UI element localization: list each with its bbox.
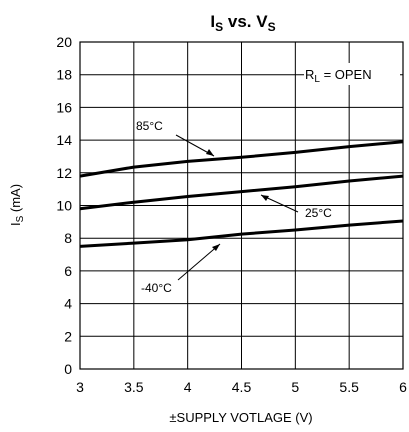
y-tick-label: 10 — [56, 198, 72, 214]
x-axis-label: ±SUPPLY VOTLAGE (V) — [169, 410, 312, 425]
y-tick-label: 18 — [56, 67, 72, 83]
series-line-85c — [79, 140, 404, 178]
x-tick-label: 6 — [399, 379, 407, 395]
y-tick-label: 2 — [64, 328, 72, 344]
series-label-m40c: -40°C — [141, 281, 172, 295]
y-tick-label: 0 — [64, 361, 72, 377]
chart-title: IS vs. VS — [210, 12, 275, 34]
series-label-25c: 25°C — [305, 206, 332, 220]
y-tick-label: 14 — [56, 132, 72, 148]
y-tick-label: 20 — [56, 34, 72, 50]
x-tick-label: 3 — [76, 379, 84, 395]
y-tick-label: 12 — [56, 165, 72, 181]
x-tick-label: 3.5 — [124, 379, 144, 395]
y-tick-labels: 0 2 4 6 8 10 12 14 16 18 20 — [56, 34, 72, 377]
y-tick-label: 8 — [64, 230, 72, 246]
arrowhead-25c — [261, 195, 269, 201]
series-line-25c — [79, 174, 404, 211]
x-tick-label: 5 — [291, 379, 299, 395]
series-group — [79, 140, 404, 248]
grid — [79, 41, 404, 370]
y-tick-label: 16 — [56, 99, 72, 115]
arrowhead-85c — [206, 149, 214, 156]
y-tick-label: 4 — [64, 296, 72, 312]
condition-label-background — [304, 63, 400, 85]
x-tick-label: 4.5 — [232, 379, 252, 395]
x-tick-label: 5.5 — [339, 379, 359, 395]
y-axis-label: IS (mA) — [8, 184, 26, 226]
x-tick-label: 4 — [184, 379, 192, 395]
annotation-arrow-m40c — [177, 243, 221, 281]
plot-frame — [79, 41, 404, 370]
arrowhead-m40c — [212, 244, 220, 251]
x-tick-labels: 3 3.5 4 4.5 5 5.5 6 — [76, 379, 407, 395]
series-label-85c: 85°C — [136, 119, 163, 133]
series-line-minus40c — [79, 219, 404, 248]
y-tick-label: 6 — [64, 263, 72, 279]
condition-label: RL = OPEN — [305, 67, 372, 85]
